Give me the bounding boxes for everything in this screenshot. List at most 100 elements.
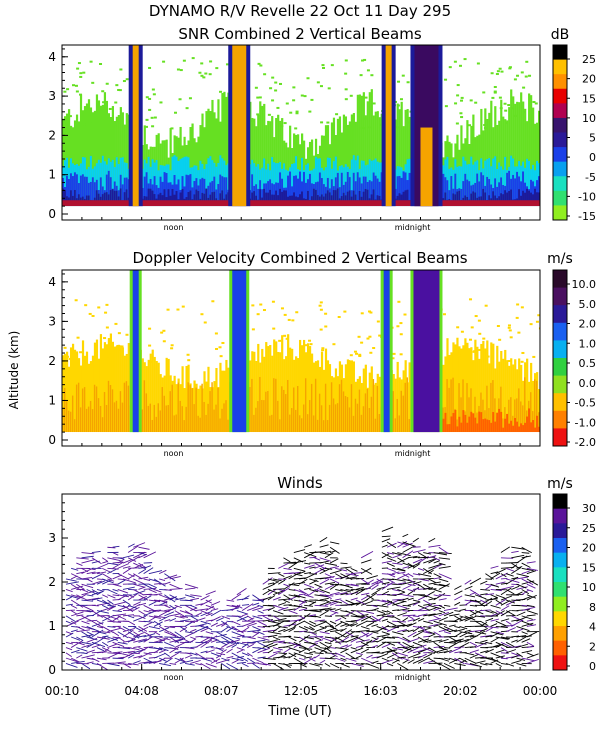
wind-barb <box>438 557 451 560</box>
snr-echo-green <box>342 114 346 207</box>
wind-barb <box>433 641 445 650</box>
snr-echo-green <box>87 99 91 207</box>
velocity-echo-orange <box>273 378 275 433</box>
colorbar-label: 1.0 <box>579 337 597 350</box>
velocity-echo-orange <box>318 393 321 433</box>
wind-barb <box>449 613 460 617</box>
wind-barb <box>210 601 221 606</box>
wind-barb <box>133 645 141 649</box>
wind-barb <box>469 649 479 654</box>
wind-barb <box>102 626 114 633</box>
snr-echo-navy <box>179 192 182 207</box>
velocity-echo-yellow <box>478 358 481 433</box>
wind-barb <box>511 645 522 649</box>
wind-barb <box>428 604 442 610</box>
velocity-echo-orange <box>141 409 144 433</box>
wind-barb <box>304 626 314 631</box>
wind-barb <box>293 604 308 609</box>
wind-barb <box>485 593 495 596</box>
colorbar-swatch <box>553 393 567 412</box>
snr-echo-blue <box>352 172 355 207</box>
velocity-echo-yellow <box>165 357 168 433</box>
wind-barb <box>459 608 467 612</box>
wind-barb <box>112 613 127 617</box>
wind-barb <box>423 594 433 599</box>
colorbar-swatch <box>553 176 567 192</box>
wind-barb <box>107 562 119 566</box>
wind-barb <box>355 615 365 617</box>
wind-barb <box>335 598 342 601</box>
wind-barb <box>65 652 72 658</box>
wind-barb <box>148 651 159 654</box>
wind-barb <box>412 617 421 622</box>
velocity-speckle <box>295 311 299 314</box>
wind-barb <box>454 595 463 601</box>
snr-speckle <box>522 111 526 114</box>
wind-barb <box>386 557 397 562</box>
wind-barb <box>433 615 440 620</box>
snr-speckle <box>200 74 204 77</box>
wind-barb <box>96 631 107 635</box>
wind-barb <box>350 623 358 627</box>
velocity-echo-orange <box>370 396 373 433</box>
wind-barb <box>215 647 224 652</box>
wind-barb <box>381 582 393 590</box>
wind-barb <box>70 620 77 625</box>
wind-barb <box>371 584 379 590</box>
velocity-echo-orange <box>83 387 86 433</box>
wind-barb <box>252 599 265 602</box>
snr-echo-green <box>484 108 487 207</box>
wind-barb <box>386 573 396 578</box>
velocity-echo-orange <box>249 387 251 433</box>
snr-echo-navy <box>336 188 340 207</box>
wind-barb <box>345 591 358 596</box>
wind-barb <box>500 573 507 578</box>
wind-barb <box>526 594 537 601</box>
wind-barb <box>226 599 235 602</box>
velocity-speckle <box>529 323 533 326</box>
wind-barb <box>511 660 522 664</box>
velocity-echo-orange <box>105 404 108 433</box>
wind-barb <box>288 572 300 575</box>
snr-echo-navy <box>163 189 166 207</box>
colorbar-label: 20 <box>582 542 596 555</box>
wind-barb <box>392 571 400 575</box>
wind-barb <box>428 591 435 596</box>
wind-barb <box>252 639 266 643</box>
wind-barb <box>428 569 434 575</box>
velocity-echo-orange <box>362 406 365 433</box>
snr-echo-green <box>277 114 280 207</box>
wind-barb <box>511 550 519 553</box>
wind-barb <box>433 576 442 580</box>
wind-barb <box>309 614 316 617</box>
velocity-echo-yellow <box>117 344 120 433</box>
velocity-echo-red <box>502 427 505 433</box>
wind-barb <box>86 610 93 613</box>
wind-barb <box>521 589 530 596</box>
snr-speckle <box>513 114 517 117</box>
wind-barb <box>283 567 292 571</box>
velocity-speckle <box>470 326 474 329</box>
wind-barb <box>386 586 401 590</box>
snr-echo-navy <box>95 190 99 207</box>
wind-barb <box>345 576 358 580</box>
colorbar-label: 10.0 <box>572 278 597 291</box>
wind-barb <box>407 622 417 627</box>
velocity-echo-orange <box>302 404 305 433</box>
velocity-echo-yellow <box>281 335 284 433</box>
snr-echo-blue <box>89 181 93 207</box>
velocity-echo-orange <box>261 399 263 433</box>
velocity-echo-yellow <box>121 347 124 433</box>
wind-barb <box>448 647 462 654</box>
snr-echo-navy <box>211 192 214 207</box>
snr-speckle <box>292 99 296 102</box>
velocity-speckle <box>537 314 540 317</box>
wind-barb <box>402 594 414 598</box>
snr-echo-cyan <box>257 164 260 207</box>
wind-barb <box>329 541 340 545</box>
velocity-speckle <box>366 337 370 340</box>
wind-barb <box>190 604 197 609</box>
colorbar-label: 10 <box>582 581 596 594</box>
wind-barb <box>417 644 427 648</box>
wind-barb <box>86 631 93 636</box>
